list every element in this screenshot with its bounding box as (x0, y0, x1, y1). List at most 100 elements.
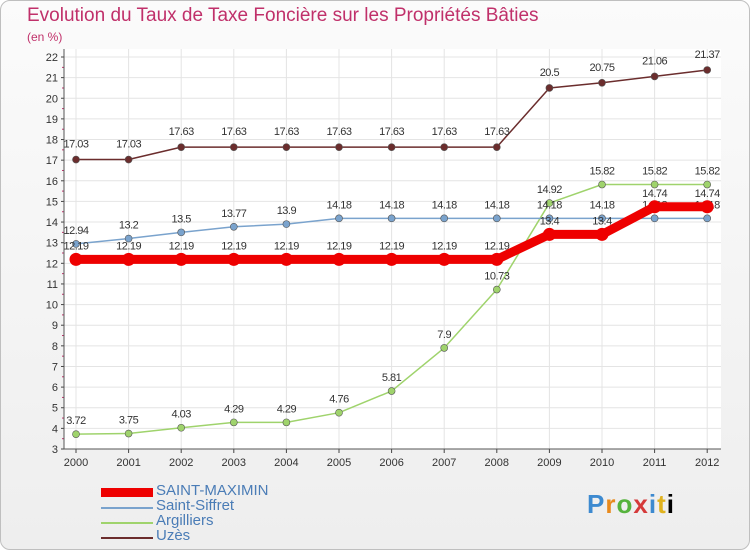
data-point-uz-s (545, 84, 554, 92)
data-label-uz-s: 17.63 (432, 126, 457, 138)
data-point-saint-maximin (385, 252, 399, 266)
data-point-saint-maximin (279, 252, 293, 266)
data-label-saint-siffret: 14.18 (379, 199, 404, 211)
data-point-uz-s (387, 143, 396, 151)
data-point-saint-maximin (122, 252, 136, 266)
data-point-saint-siffret (440, 214, 449, 223)
y-tick-label: 6 (52, 382, 58, 394)
y-tick-label: 4 (52, 423, 58, 435)
data-point-uz-s (282, 143, 291, 151)
data-point-saint-maximin (595, 227, 609, 241)
data-label-saint-maximin: 14.74 (695, 188, 720, 200)
data-point-uz-s (335, 143, 343, 151)
data-label-saint-siffret: 14.18 (326, 199, 351, 211)
data-point-uz-s (650, 72, 659, 81)
y-tick-label: 12 (46, 258, 58, 270)
data-label-saint-maximin: 12.19 (116, 240, 141, 252)
data-point-argilliers (545, 199, 554, 207)
data-point-uz-s (124, 155, 133, 164)
data-point-saint-maximin (490, 252, 504, 266)
data-point-uz-s (177, 143, 185, 151)
data-point-uz-s (72, 155, 80, 164)
data-label-uz-s: 17.03 (116, 139, 141, 151)
data-label-argilliers: 10.73 (484, 271, 509, 283)
data-point-saint-maximin (700, 200, 714, 214)
data-label-uz-s: 21.06 (642, 55, 667, 67)
y-tick-label: 8 (52, 341, 58, 353)
data-label-saint-maximin: 13.4 (540, 215, 560, 227)
data-label-argilliers: 15.82 (589, 166, 614, 178)
data-point-saint-siffret (335, 214, 343, 223)
y-tick-label: 11 (47, 279, 58, 291)
data-point-uz-s (492, 143, 501, 151)
y-tick-label: 9 (52, 320, 58, 332)
data-label-saint-siffret: 14.18 (589, 199, 614, 211)
data-label-saint-siffret: 13.2 (119, 220, 139, 232)
data-point-saint-siffret (492, 214, 501, 223)
data-point-saint-siffret (703, 214, 712, 223)
legend-label: Argilliers (156, 512, 214, 529)
data-point-saint-maximin (648, 200, 662, 214)
data-point-argilliers (650, 180, 659, 189)
data-label-saint-maximin: 12.19 (169, 240, 194, 252)
proxiti-logo: Proxiti (587, 489, 675, 519)
data-label-saint-siffret: 13.77 (221, 208, 246, 220)
legend-swatch (101, 537, 153, 539)
legend-label: Saint-Siffret (156, 497, 235, 514)
x-tick-label: 2006 (379, 457, 403, 469)
x-tick-label: 2010 (590, 457, 614, 469)
data-label-argilliers: 4.29 (224, 403, 244, 415)
y-tick-label: 18 (46, 135, 58, 147)
plot-area (64, 49, 721, 449)
data-point-saint-siffret (230, 222, 238, 231)
legend-label: Uzès (156, 527, 191, 544)
data-label-saint-maximin: 14.74 (642, 188, 667, 200)
data-label-uz-s: 21.37 (695, 49, 720, 61)
legend-swatch (101, 507, 153, 509)
x-tick-label: 2001 (116, 457, 140, 469)
data-point-saint-maximin (174, 252, 188, 266)
data-label-saint-siffret: 14.18 (537, 199, 562, 211)
data-label-saint-siffret: 13.9 (277, 205, 297, 217)
x-tick-label: 2011 (643, 457, 667, 469)
data-point-argilliers (598, 180, 606, 189)
x-tick-label: 2005 (327, 457, 351, 469)
data-point-saint-siffret (72, 240, 80, 248)
data-label-saint-siffret: 14.18 (484, 199, 509, 211)
x-tick-label: 2003 (222, 457, 246, 469)
y-unit-label: (en %) (27, 30, 63, 44)
data-label-uz-s: 17.63 (484, 126, 509, 138)
y-tick-label: 10 (46, 300, 58, 312)
data-label-saint-siffret: 12.94 (63, 225, 88, 237)
data-point-argilliers (282, 418, 291, 427)
data-point-uz-s (440, 143, 449, 151)
data-point-saint-siffret (282, 220, 291, 228)
x-tick-label: 2008 (485, 457, 509, 469)
data-label-saint-maximin: 12.19 (326, 240, 351, 252)
x-tick-label: 2009 (537, 457, 561, 469)
data-point-argilliers (124, 429, 133, 438)
data-point-uz-s (703, 66, 712, 74)
data-label-uz-s: 17.03 (63, 139, 88, 151)
chart-title: Evolution du Taux de Taxe Foncière sur l… (27, 5, 539, 26)
data-point-argilliers (177, 423, 185, 432)
data-point-saint-siffret (387, 214, 396, 223)
legend-label: SAINT-MAXIMIN (156, 482, 269, 499)
data-point-saint-siffret (177, 228, 185, 237)
legend-swatch (101, 522, 153, 524)
y-tick-label: 3 (52, 444, 58, 456)
x-tick-label: 2007 (432, 457, 456, 469)
data-point-argilliers (335, 408, 343, 417)
data-point-saint-siffret (124, 234, 133, 243)
data-label-argilliers: 14.92 (537, 184, 562, 196)
data-point-argilliers (492, 285, 501, 294)
y-tick-label: 5 (52, 403, 58, 415)
data-label-argilliers: 4.29 (277, 403, 297, 415)
y-tick-label: 14 (46, 217, 58, 229)
data-label-argilliers: 5.81 (382, 372, 402, 384)
y-tick-label: 13 (46, 238, 58, 250)
data-label-saint-maximin: 12.19 (379, 240, 404, 252)
y-tick-label: 21 (46, 73, 58, 85)
